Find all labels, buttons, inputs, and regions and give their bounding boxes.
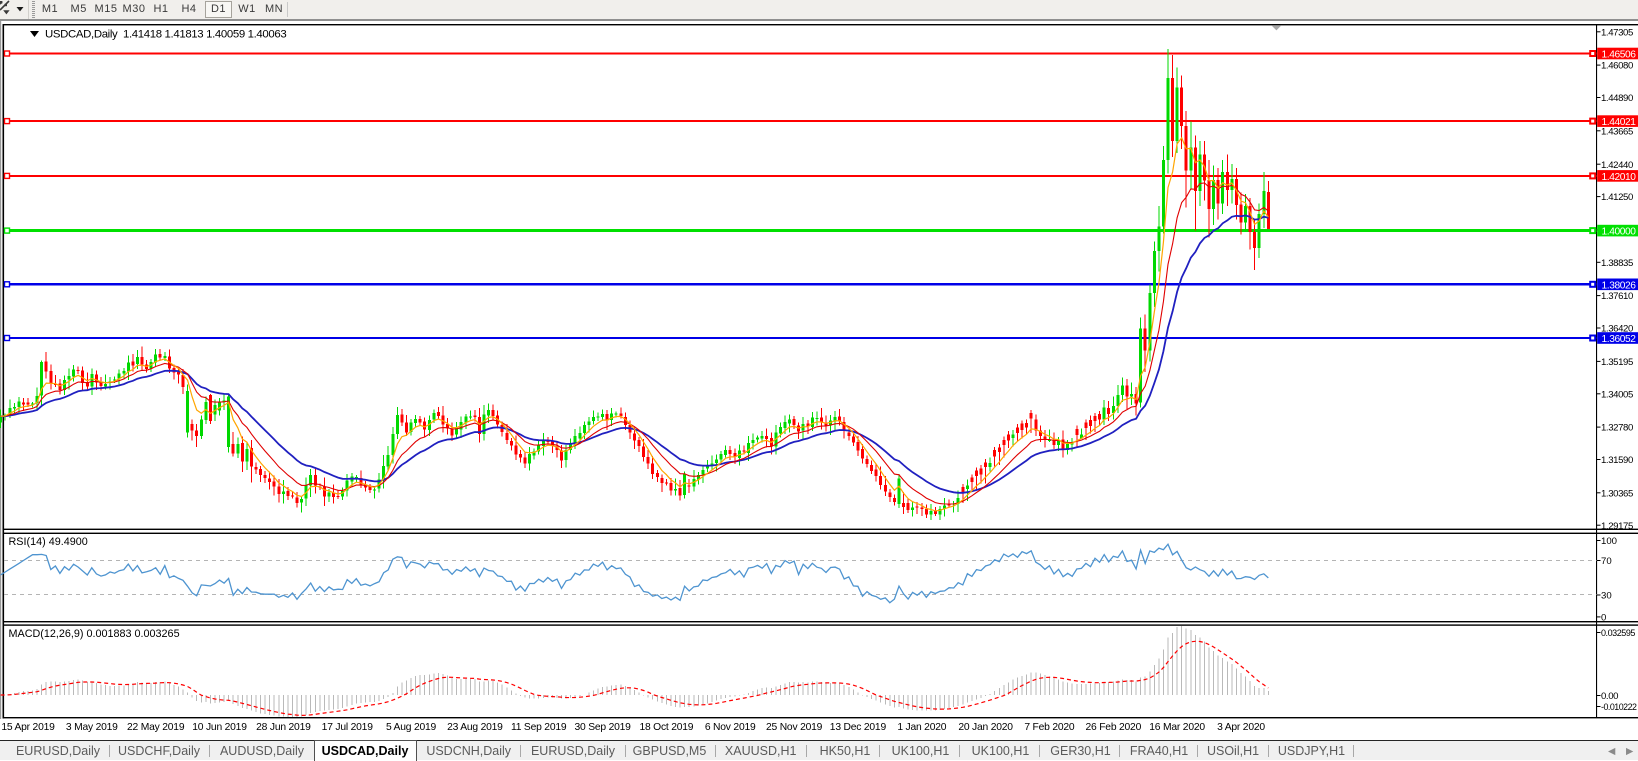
svg-text:6 Nov 2019: 6 Nov 2019	[705, 722, 756, 733]
svg-text:1.44021: 1.44021	[1602, 117, 1637, 128]
svg-text:10 Jun 2019: 10 Jun 2019	[192, 722, 247, 733]
svg-text:1.38026: 1.38026	[1602, 280, 1637, 291]
svg-text:1.30365: 1.30365	[1601, 488, 1633, 499]
svg-text:1.46080: 1.46080	[1601, 61, 1633, 72]
svg-text:1.44890: 1.44890	[1601, 93, 1633, 104]
svg-text:18 Oct 2019: 18 Oct 2019	[639, 722, 693, 733]
svg-text:1.42010: 1.42010	[1602, 172, 1637, 183]
svg-text:1.38835: 1.38835	[1601, 258, 1633, 269]
svg-text:23 Aug 2019: 23 Aug 2019	[447, 722, 503, 733]
svg-text:30 Sep 2019: 30 Sep 2019	[574, 722, 631, 733]
svg-text:22 May 2019: 22 May 2019	[127, 722, 185, 733]
svg-text:15 Apr 2019: 15 Apr 2019	[1, 722, 55, 733]
svg-text:1.42440: 1.42440	[1601, 160, 1633, 171]
svg-text:1.46506: 1.46506	[1602, 50, 1637, 61]
svg-text:1.40000: 1.40000	[1602, 227, 1637, 238]
svg-text:28 Jun 2019: 28 Jun 2019	[256, 722, 311, 733]
svg-text:30: 30	[1601, 591, 1612, 602]
svg-text:MACD(12,26,9) 0.001883 0.00326: MACD(12,26,9) 0.001883 0.003265	[9, 628, 180, 640]
svg-text:1.29175: 1.29175	[1601, 521, 1633, 532]
svg-text:13 Dec 2019: 13 Dec 2019	[830, 722, 887, 733]
svg-text:1.36052: 1.36052	[1602, 334, 1637, 345]
svg-text:17 Jul 2019: 17 Jul 2019	[322, 722, 374, 733]
svg-text:100: 100	[1601, 536, 1617, 547]
svg-text:1.32780: 1.32780	[1601, 423, 1633, 434]
svg-text:70: 70	[1601, 556, 1612, 567]
svg-text:1.35195: 1.35195	[1601, 357, 1633, 368]
svg-text:25 Nov 2019: 25 Nov 2019	[766, 722, 823, 733]
svg-text:7 Feb 2020: 7 Feb 2020	[1024, 722, 1075, 733]
svg-text:1.31590: 1.31590	[1601, 455, 1633, 466]
svg-text:0.032595: 0.032595	[1601, 628, 1635, 638]
svg-text:1.47305: 1.47305	[1601, 27, 1633, 38]
svg-text:5 Aug 2019: 5 Aug 2019	[386, 722, 437, 733]
svg-text:16 Mar 2020: 16 Mar 2020	[1149, 722, 1205, 733]
svg-text:-0.010222: -0.010222	[1601, 702, 1637, 712]
svg-text:20 Jan 2020: 20 Jan 2020	[958, 722, 1013, 733]
svg-text:26 Feb 2020: 26 Feb 2020	[1085, 722, 1141, 733]
svg-text:1.37610: 1.37610	[1601, 291, 1633, 302]
svg-text:0: 0	[1601, 613, 1606, 624]
svg-text:0.00: 0.00	[1601, 691, 1618, 702]
svg-text:1 Jan 2020: 1 Jan 2020	[897, 722, 946, 733]
svg-text:3 Apr 2020: 3 Apr 2020	[1217, 722, 1265, 733]
svg-text:RSI(14) 49.4900: RSI(14) 49.4900	[9, 536, 88, 548]
svg-text:3 May 2019: 3 May 2019	[66, 722, 118, 733]
svg-text:1.34005: 1.34005	[1601, 389, 1633, 400]
svg-text:USDCAD,Daily 1.41418 1.41813: USDCAD,Daily 1.41418 1.41813 1.40059 1.4…	[45, 29, 286, 41]
svg-text:11 Sep 2019: 11 Sep 2019	[511, 722, 567, 733]
svg-text:1.41250: 1.41250	[1601, 192, 1633, 203]
